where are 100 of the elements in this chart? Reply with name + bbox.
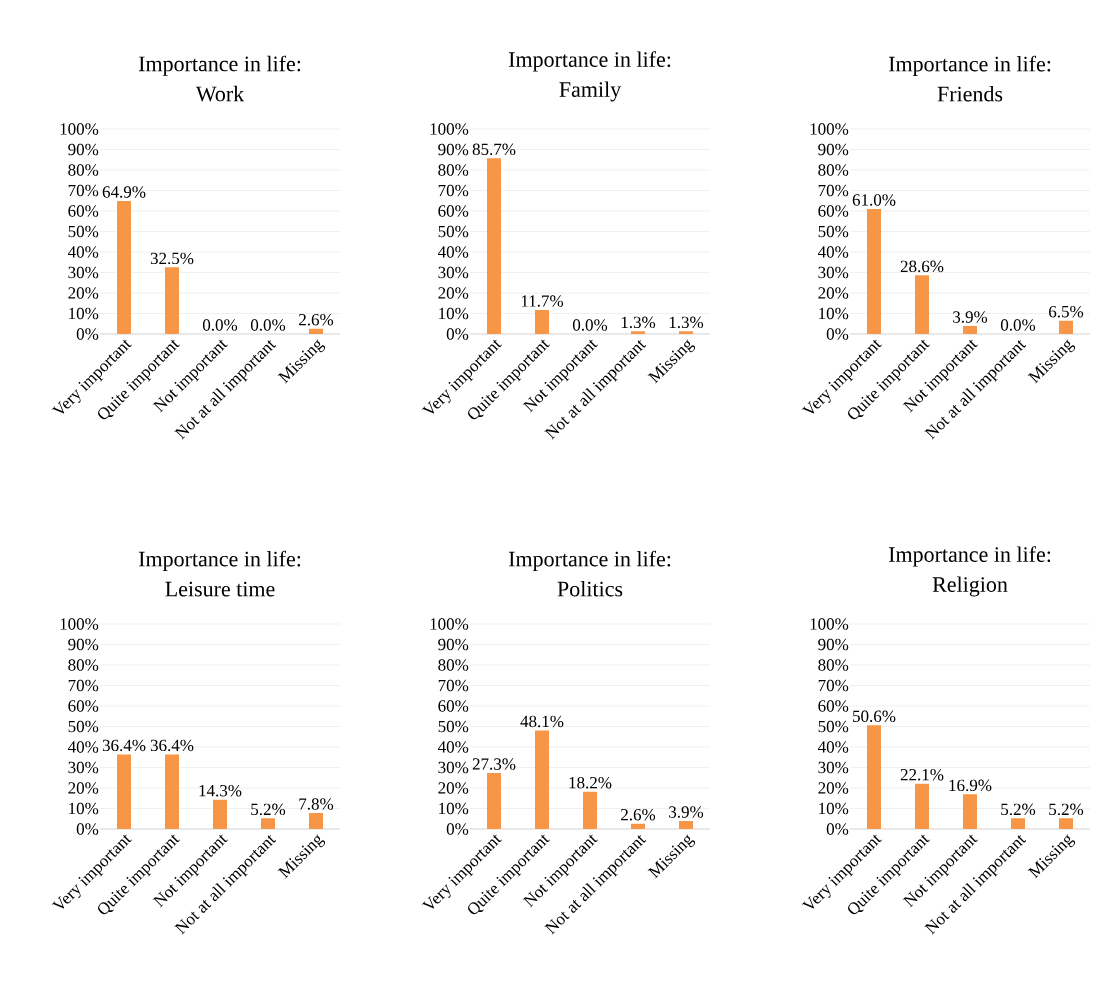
y-tick-label: 70% <box>438 184 469 197</box>
y-tick-label: 80% <box>818 659 849 671</box>
y-tick-label: 30% <box>818 266 849 279</box>
y-tick-label: 60% <box>438 205 469 217</box>
y-tick-label: 0% <box>76 328 99 340</box>
data-label: 3.9% <box>669 806 704 818</box>
y-tick-label: 100% <box>810 123 849 135</box>
y-tick-label: 20% <box>438 782 469 794</box>
data-label: 0.0% <box>202 319 238 331</box>
y-tick-label: 40% <box>67 246 99 258</box>
y-tick-label: 60% <box>438 700 469 712</box>
chart-title: Importance in life: <box>888 55 1051 76</box>
data-label: 27.3% <box>472 758 516 770</box>
y-tick-label: 100% <box>60 123 99 135</box>
chart-title: Importance in life: <box>138 550 301 571</box>
bar <box>1011 818 1026 829</box>
y-tick-label: 30% <box>68 266 99 279</box>
y-tick-label: 90% <box>438 638 469 651</box>
bar <box>309 328 323 334</box>
data-label: 0.0% <box>572 319 608 331</box>
y-tick-label: 80% <box>438 164 469 176</box>
y-tick-label: 40% <box>817 741 849 753</box>
data-label: 36.4% <box>150 739 194 752</box>
y-tick-label: 20% <box>818 782 849 794</box>
y-tick-label: 50% <box>438 720 469 733</box>
bar <box>487 158 502 334</box>
y-tick-label: 0% <box>826 823 849 835</box>
data-label: 16.9% <box>949 779 992 792</box>
y-tick-label: 80% <box>438 659 469 671</box>
y-tick-label: 100% <box>60 618 99 630</box>
data-label: 18.2% <box>569 776 612 789</box>
y-tick-label: 50% <box>438 225 469 238</box>
bar <box>535 310 550 334</box>
y-tick-label: 50% <box>68 720 99 733</box>
bar <box>1059 818 1074 829</box>
y-tick-label: 30% <box>68 761 99 774</box>
data-label: 64.9% <box>102 186 146 198</box>
bar <box>487 773 502 829</box>
data-label: 14.3% <box>199 784 242 797</box>
chart-subtitle: Politics <box>557 580 623 597</box>
data-label: 5.2% <box>1049 803 1084 816</box>
data-label: 28.6% <box>900 260 944 273</box>
bar <box>1059 320 1074 334</box>
y-tick-label: 100% <box>810 618 849 630</box>
y-tick-label: 50% <box>818 225 849 238</box>
y-tick-label: 20% <box>818 287 849 299</box>
y-tick-label: 60% <box>818 205 849 217</box>
y-tick-label: 10% <box>69 307 99 320</box>
data-label: 2.6% <box>299 313 334 326</box>
y-tick-label: 70% <box>68 679 99 692</box>
data-label: 0.0% <box>250 319 286 331</box>
data-label: 61.0% <box>852 194 896 206</box>
bar <box>309 813 323 829</box>
y-tick-label: 40% <box>67 741 99 753</box>
bar <box>583 791 597 829</box>
y-tick-label: 100% <box>430 618 469 630</box>
y-tick-label: 20% <box>68 287 99 299</box>
chart-subtitle: Friends <box>937 85 1003 102</box>
bar <box>261 818 275 829</box>
bar <box>679 821 694 829</box>
bar <box>631 331 646 334</box>
data-label: 5.2% <box>1001 803 1036 816</box>
y-tick-label: 40% <box>437 741 469 753</box>
y-tick-label: 10% <box>819 307 849 320</box>
y-tick-label: 90% <box>818 638 849 651</box>
y-tick-label: 60% <box>68 205 99 217</box>
y-tick-label: 100% <box>430 123 469 135</box>
chart-subtitle: Leisure time <box>165 581 275 597</box>
chart-title: Importance in life: <box>138 55 301 76</box>
y-tick-label: 20% <box>438 287 469 299</box>
data-label: 0.0% <box>1000 319 1036 331</box>
data-label: 85.7% <box>472 143 516 156</box>
chart-subtitle: Work <box>195 85 245 102</box>
y-tick-label: 40% <box>437 246 469 258</box>
data-label: 11.7% <box>521 295 564 307</box>
y-tick-label: 30% <box>438 266 469 279</box>
bar <box>117 754 132 829</box>
chart-subtitle: Religion <box>932 576 1008 597</box>
data-label: 36.4% <box>102 739 146 752</box>
bar <box>117 200 132 334</box>
y-tick-label: 10% <box>819 802 849 815</box>
data-label: 32.5% <box>150 252 194 265</box>
y-tick-label: 60% <box>818 700 849 712</box>
y-tick-label: 90% <box>438 143 469 156</box>
chart-subtitle: Family <box>559 81 622 102</box>
bar <box>631 823 646 829</box>
y-tick-label: 70% <box>438 679 469 692</box>
bar <box>915 783 930 829</box>
bar <box>165 754 180 829</box>
y-tick-label: 60% <box>68 700 99 712</box>
y-tick-label: 70% <box>818 184 849 197</box>
y-tick-label: 80% <box>68 659 99 671</box>
y-tick-label: 30% <box>438 761 469 774</box>
y-tick-label: 10% <box>439 307 469 320</box>
y-tick-label: 80% <box>68 164 99 176</box>
bar <box>679 331 694 334</box>
chart-title: Importance in life: <box>888 546 1051 567</box>
data-label: 48.1% <box>520 715 564 728</box>
data-label: 2.6% <box>621 808 656 821</box>
chart-title: Importance in life: <box>508 550 671 571</box>
